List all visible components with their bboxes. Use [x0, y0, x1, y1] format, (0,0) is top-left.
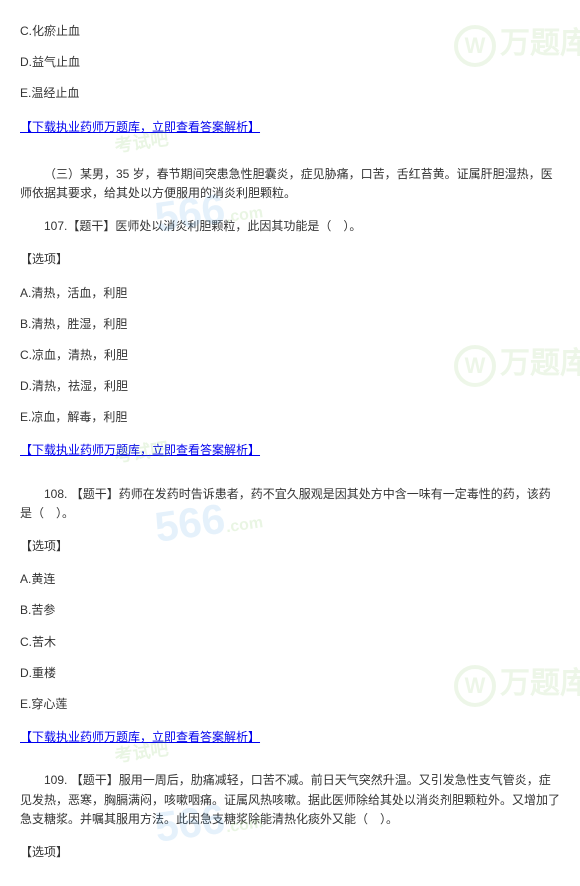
q109-options-label: 【选项】 [20, 843, 560, 862]
q108-stem: 108. 【题干】药师在发药时告诉患者，药不宜久服观是因其处方中含一味有一定毒性… [20, 485, 560, 523]
q107-option-e: E.凉血，解毒，利胆 [20, 408, 560, 427]
option-c: C.化瘀止血 [20, 22, 560, 41]
answer-link-line: 【下载执业药师万题库，立即查看答案解析】 [20, 728, 560, 747]
answer-link-line: 【下载执业药师万题库，立即查看答案解析】 [20, 118, 560, 137]
option-e: E.温经止血 [20, 84, 560, 103]
q109-stem: 109. 【题干】服用一周后，肋痛减轻，口苦不减。前日天气突然升温。又引发急性支… [20, 771, 560, 829]
q108-option-b: B.苦参 [20, 601, 560, 620]
q107-options-label: 【选项】 [20, 250, 560, 269]
q107-option-b: B.清热，胜湿，利胆 [20, 315, 560, 334]
q108-option-d: D.重楼 [20, 664, 560, 683]
q108-option-e: E.穿心莲 [20, 695, 560, 714]
q107-option-d: D.清热，祛湿，利胆 [20, 377, 560, 396]
q108-option-c: C.苦木 [20, 633, 560, 652]
answer-link-line: 【下载执业药师万题库，立即查看答案解析】 [20, 441, 560, 460]
q108-options-label: 【选项】 [20, 537, 560, 556]
option-d: D.益气止血 [20, 53, 560, 72]
q107-option-c: C.凉血，清热，利胆 [20, 346, 560, 365]
download-answer-link[interactable]: 【下载执业药师万题库，立即查看答案解析】 [20, 120, 260, 134]
download-answer-link[interactable]: 【下载执业药师万题库，立即查看答案解析】 [20, 730, 260, 744]
q108-option-a: A.黄连 [20, 570, 560, 589]
q107-option-a: A.清热，活血，利胆 [20, 284, 560, 303]
q107-stem: 107.【题干】医师处以消炎利胆颗粒，此因其功能是（ ）。 [20, 217, 560, 236]
case-3-intro: （三）某男，35 岁，春节期间突患急性胆囊炎，症见胁痛，口苦，舌红苔黄。证属肝胆… [20, 165, 560, 203]
download-answer-link[interactable]: 【下载执业药师万题库，立即查看答案解析】 [20, 443, 260, 457]
